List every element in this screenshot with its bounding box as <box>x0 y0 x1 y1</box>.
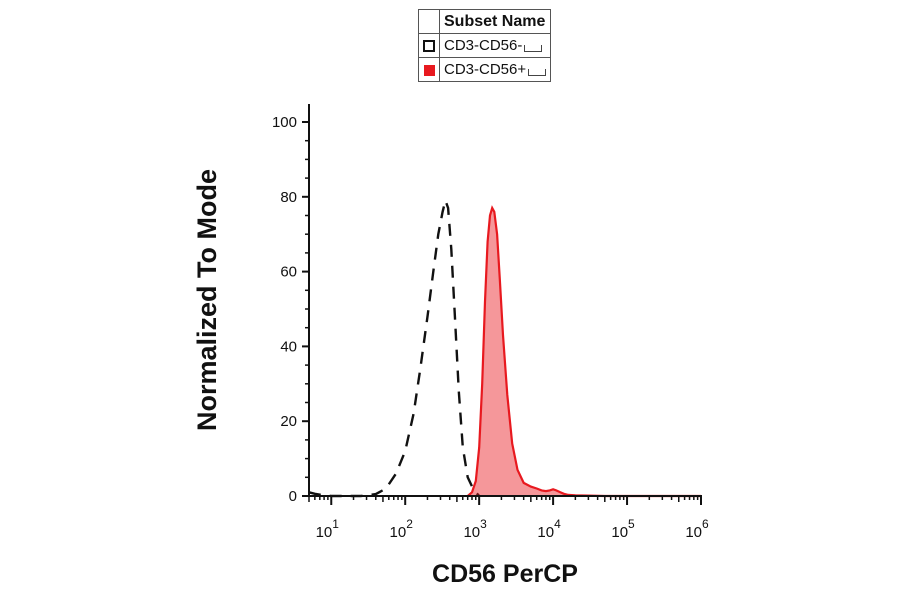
bracket-icon <box>524 45 543 52</box>
x-tick-label: 101 <box>316 517 340 541</box>
bracket-icon <box>528 69 547 76</box>
legend-label: CD3-CD56- <box>444 37 523 54</box>
axes: 0 20 40 60 80 100 101 102 103 104 105 106 <box>272 104 709 541</box>
x-tick-label: 106 <box>685 517 709 541</box>
x-axis-title: CD56 PerCP <box>432 560 578 588</box>
series-area-cd56-pos <box>467 208 701 496</box>
y-tick-label: 0 <box>289 488 297 505</box>
legend-item: CD3-CD56- <box>418 33 552 58</box>
legend-header: Subset Name <box>438 9 552 34</box>
y-tick-label: 60 <box>280 264 297 281</box>
outline-square-icon <box>423 40 435 53</box>
y-axis-title: Normalized To Mode <box>192 169 222 431</box>
plot-area <box>308 196 701 498</box>
y-tick-label: 100 <box>272 114 297 131</box>
y-tick-label: 20 <box>280 413 297 430</box>
legend-header-row: Subset Name <box>418 9 552 34</box>
legend: Subset Name CD3-CD56- CD3-CD56+ <box>418 9 552 82</box>
legend-item: CD3-CD56+ <box>418 57 552 82</box>
y-tick-label: 80 <box>280 189 297 206</box>
x-tick-label: 105 <box>611 517 635 541</box>
x-tick-label: 102 <box>390 517 414 541</box>
x-tick-label: 103 <box>463 517 487 541</box>
x-tick-label: 104 <box>537 517 561 541</box>
legend-label: CD3-CD56+ <box>444 61 527 78</box>
y-tick-label: 40 <box>280 338 297 355</box>
series-line-cd56-neg <box>308 196 481 498</box>
filled-square-icon <box>423 64 435 76</box>
